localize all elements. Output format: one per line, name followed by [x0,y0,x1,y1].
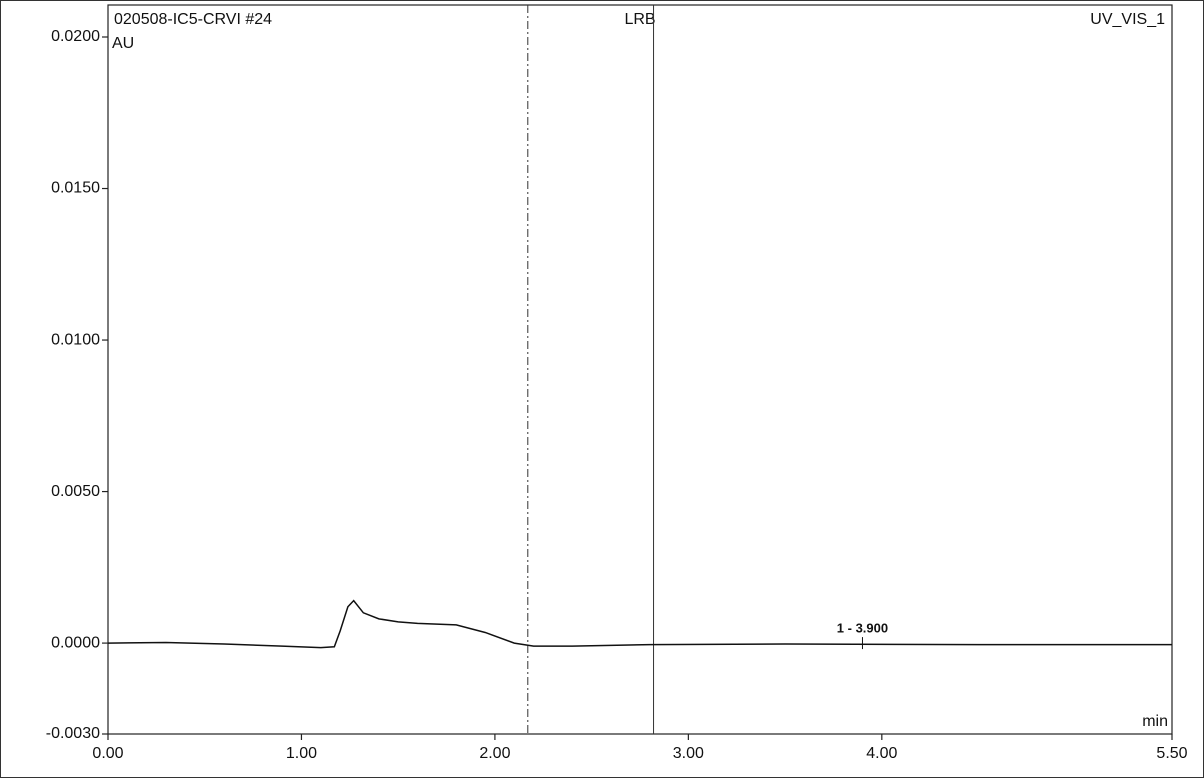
x-tick-label: 3.00 [673,745,704,762]
x-tick-label: 1.00 [286,745,317,762]
x-axis-label: min [1142,713,1168,730]
subtitle-right: UV_VIS_1 [1090,11,1165,28]
x-tick-label: 2.00 [479,745,510,762]
subtitle-left: 020508-IC5-CRVI #24 [114,11,272,28]
y-tick-label: -0.0030 [46,725,100,742]
chart-title: LRB [624,11,655,28]
y-tick-label: 0.0050 [51,483,100,500]
x-tick-label: 4.00 [866,745,897,762]
y-tick-label: 0.0000 [51,634,100,651]
y-tick-label: 0.0150 [51,180,100,197]
y-tick-label: 0.0200 [51,28,100,45]
plot-frame [107,4,1173,735]
y-tick-label: 0.0100 [51,331,100,348]
y-axis-label: AU [112,35,134,52]
line-series [107,599,1172,649]
x-tick-label: 5.50 [1156,745,1187,762]
annotation: 1 - 3.900 [837,621,888,636]
x-tick-label: 0.00 [92,745,123,762]
